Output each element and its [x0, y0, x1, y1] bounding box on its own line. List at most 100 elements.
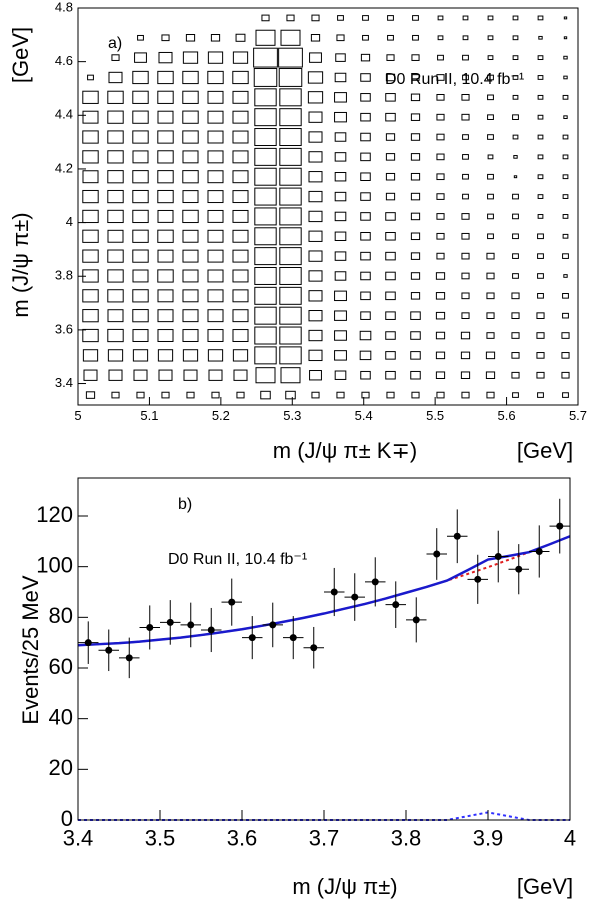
box — [334, 271, 347, 281]
box — [410, 351, 421, 360]
y-axis-label: Events/25 MeV — [18, 575, 43, 725]
box — [279, 266, 302, 285]
box — [132, 269, 149, 283]
box — [232, 309, 249, 323]
data-point — [187, 621, 195, 629]
box — [436, 232, 445, 240]
box — [134, 52, 147, 63]
box — [232, 249, 249, 263]
box — [82, 150, 99, 164]
box — [563, 75, 568, 80]
box — [460, 371, 471, 379]
box — [182, 51, 199, 64]
x-axis-label: m (J/ψ π±) — [292, 874, 397, 899]
box — [207, 289, 224, 303]
box — [186, 391, 195, 399]
data-point — [535, 547, 543, 555]
box — [308, 111, 323, 123]
box — [513, 155, 518, 159]
box — [236, 391, 245, 399]
box — [334, 211, 347, 222]
box — [261, 14, 270, 22]
box — [232, 229, 249, 243]
box — [232, 190, 249, 204]
box — [336, 34, 345, 42]
box — [562, 194, 569, 199]
box — [254, 147, 277, 166]
box — [562, 392, 569, 398]
box — [537, 273, 544, 279]
box — [435, 331, 446, 340]
box — [107, 309, 124, 323]
box — [537, 293, 544, 299]
box — [157, 70, 174, 85]
box — [157, 170, 174, 184]
box — [563, 16, 568, 20]
box — [385, 172, 396, 181]
box — [436, 213, 445, 220]
box — [410, 292, 421, 300]
box — [410, 252, 421, 260]
box — [410, 370, 421, 380]
box — [436, 74, 445, 81]
box — [562, 134, 569, 140]
box — [436, 153, 445, 161]
box — [207, 309, 224, 323]
box — [279, 207, 302, 226]
box — [435, 311, 446, 320]
y-tick-label: 60 — [49, 654, 73, 679]
box — [279, 147, 302, 166]
box — [308, 230, 323, 242]
box — [487, 114, 494, 120]
box — [107, 328, 124, 343]
box — [161, 34, 170, 42]
box — [132, 90, 149, 104]
box — [360, 251, 371, 261]
box — [157, 249, 174, 263]
box — [107, 349, 124, 362]
box — [461, 272, 470, 280]
box — [157, 90, 174, 104]
box — [385, 112, 396, 122]
box — [387, 34, 394, 41]
box — [254, 187, 277, 206]
box — [334, 111, 347, 123]
box — [207, 90, 224, 104]
box — [82, 130, 99, 144]
box — [385, 351, 396, 360]
box — [233, 369, 248, 381]
box — [132, 130, 149, 144]
box — [254, 108, 277, 127]
box — [334, 290, 347, 302]
box — [82, 328, 99, 343]
box — [278, 47, 303, 68]
fit-curve — [77, 535, 571, 647]
box — [512, 75, 519, 80]
box — [461, 213, 470, 220]
box — [107, 229, 124, 243]
box — [182, 209, 199, 224]
box — [182, 110, 199, 124]
box — [107, 249, 124, 263]
box — [82, 209, 99, 224]
box — [253, 68, 278, 87]
box — [361, 391, 370, 399]
box — [537, 214, 544, 219]
box — [260, 390, 271, 400]
box — [336, 391, 345, 399]
box — [512, 55, 519, 61]
box — [308, 171, 323, 183]
box — [279, 286, 302, 305]
box — [207, 249, 224, 263]
box — [254, 128, 277, 147]
box — [254, 227, 277, 246]
data-point — [474, 575, 482, 583]
x-tick-label: 5.3 — [283, 408, 301, 423]
box — [512, 213, 519, 220]
box — [561, 332, 570, 339]
x-tick-label: 5.1 — [140, 408, 158, 423]
box — [537, 15, 544, 21]
box — [487, 213, 494, 220]
box — [132, 189, 149, 204]
x-tick-label: 5 — [74, 408, 81, 423]
